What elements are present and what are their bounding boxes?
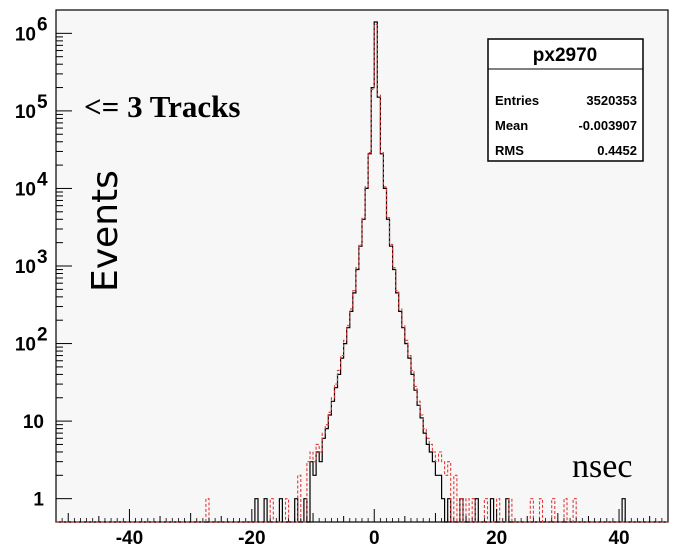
stats-box: px2970 Entries 3520353 Mean -0.003907 RM… [487,38,644,162]
x-tick-label: 40 [608,528,629,548]
stats-entries-value: 3520353 [586,93,637,108]
y-tick-exponent: 4 [37,169,48,190]
stats-entries-label: Entries [495,93,539,108]
y-tick-label: 10 [15,24,36,45]
y-tick-exponent: 6 [37,14,48,35]
x-tick-label: 0 [369,528,380,548]
series-line-dashed [56,23,668,523]
stats-box-title: px2970 [533,45,597,66]
y-tick-label: 10 [15,179,36,200]
y-axis-label: Events [85,170,126,292]
series-layer [56,21,668,523]
stats-box-frame [487,38,644,162]
y-tick-label: 10 [23,412,44,433]
x-tick-label: -20 [238,528,265,548]
stats-mean-value: -0.003907 [578,118,637,133]
y-tick-exponent: 3 [37,247,48,268]
y-tick-exponent: 5 [37,92,48,113]
y-tick-label: 10 [15,102,36,123]
x-tick-label: -40 [116,528,143,548]
y-tick-label: 10 [15,257,36,278]
x-axis-label: nsec [572,448,632,485]
stats-rms-label: RMS [495,143,524,158]
x-tick-label: 20 [486,528,507,548]
stats-mean-label: Mean [495,118,528,133]
y-tick-exponent: 2 [37,325,48,346]
y-tick-label: 10 [15,335,36,356]
y-tick-label: 1 [33,490,44,511]
stats-rms-value: 0.4452 [597,143,637,158]
track-annotation: <= 3 Tracks [84,89,240,124]
